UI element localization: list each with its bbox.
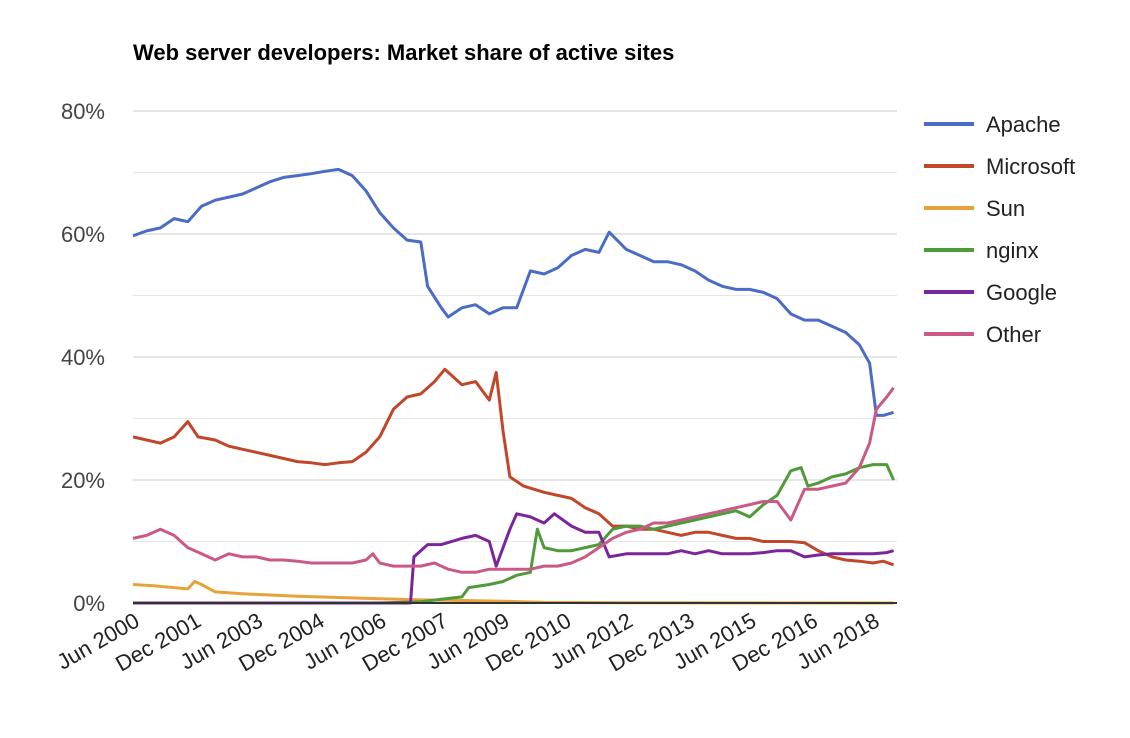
legend-label-google: Google	[986, 280, 1057, 305]
y-axis-ticks: 0% 20% 40% 60% 80%	[61, 99, 105, 616]
legend-label-apache: Apache	[986, 112, 1061, 137]
legend: Apache Microsoft Sun nginx Google Other	[924, 112, 1075, 347]
y-tick-label: 0%	[73, 591, 105, 616]
series-line-other	[132, 386, 895, 574]
series-line-sun	[132, 580, 894, 605]
legend-label-microsoft: Microsoft	[986, 154, 1075, 179]
series-line-google	[133, 512, 894, 605]
y-tick-label: 40%	[61, 345, 105, 370]
y-tick-label: 20%	[61, 468, 105, 493]
series-lines	[132, 167, 895, 605]
gridlines	[133, 110, 897, 542]
series-line-nginx	[133, 463, 895, 605]
legend-label-sun: Sun	[986, 196, 1025, 221]
y-tick-label: 60%	[61, 222, 105, 247]
y-tick-label: 80%	[61, 99, 105, 124]
legend-label-other: Other	[986, 322, 1041, 347]
series-line-apache	[132, 167, 895, 417]
series-line-microsoft	[132, 367, 895, 567]
chart-title: Web server developers: Market share of a…	[133, 40, 675, 65]
legend-label-nginx: nginx	[986, 238, 1039, 263]
